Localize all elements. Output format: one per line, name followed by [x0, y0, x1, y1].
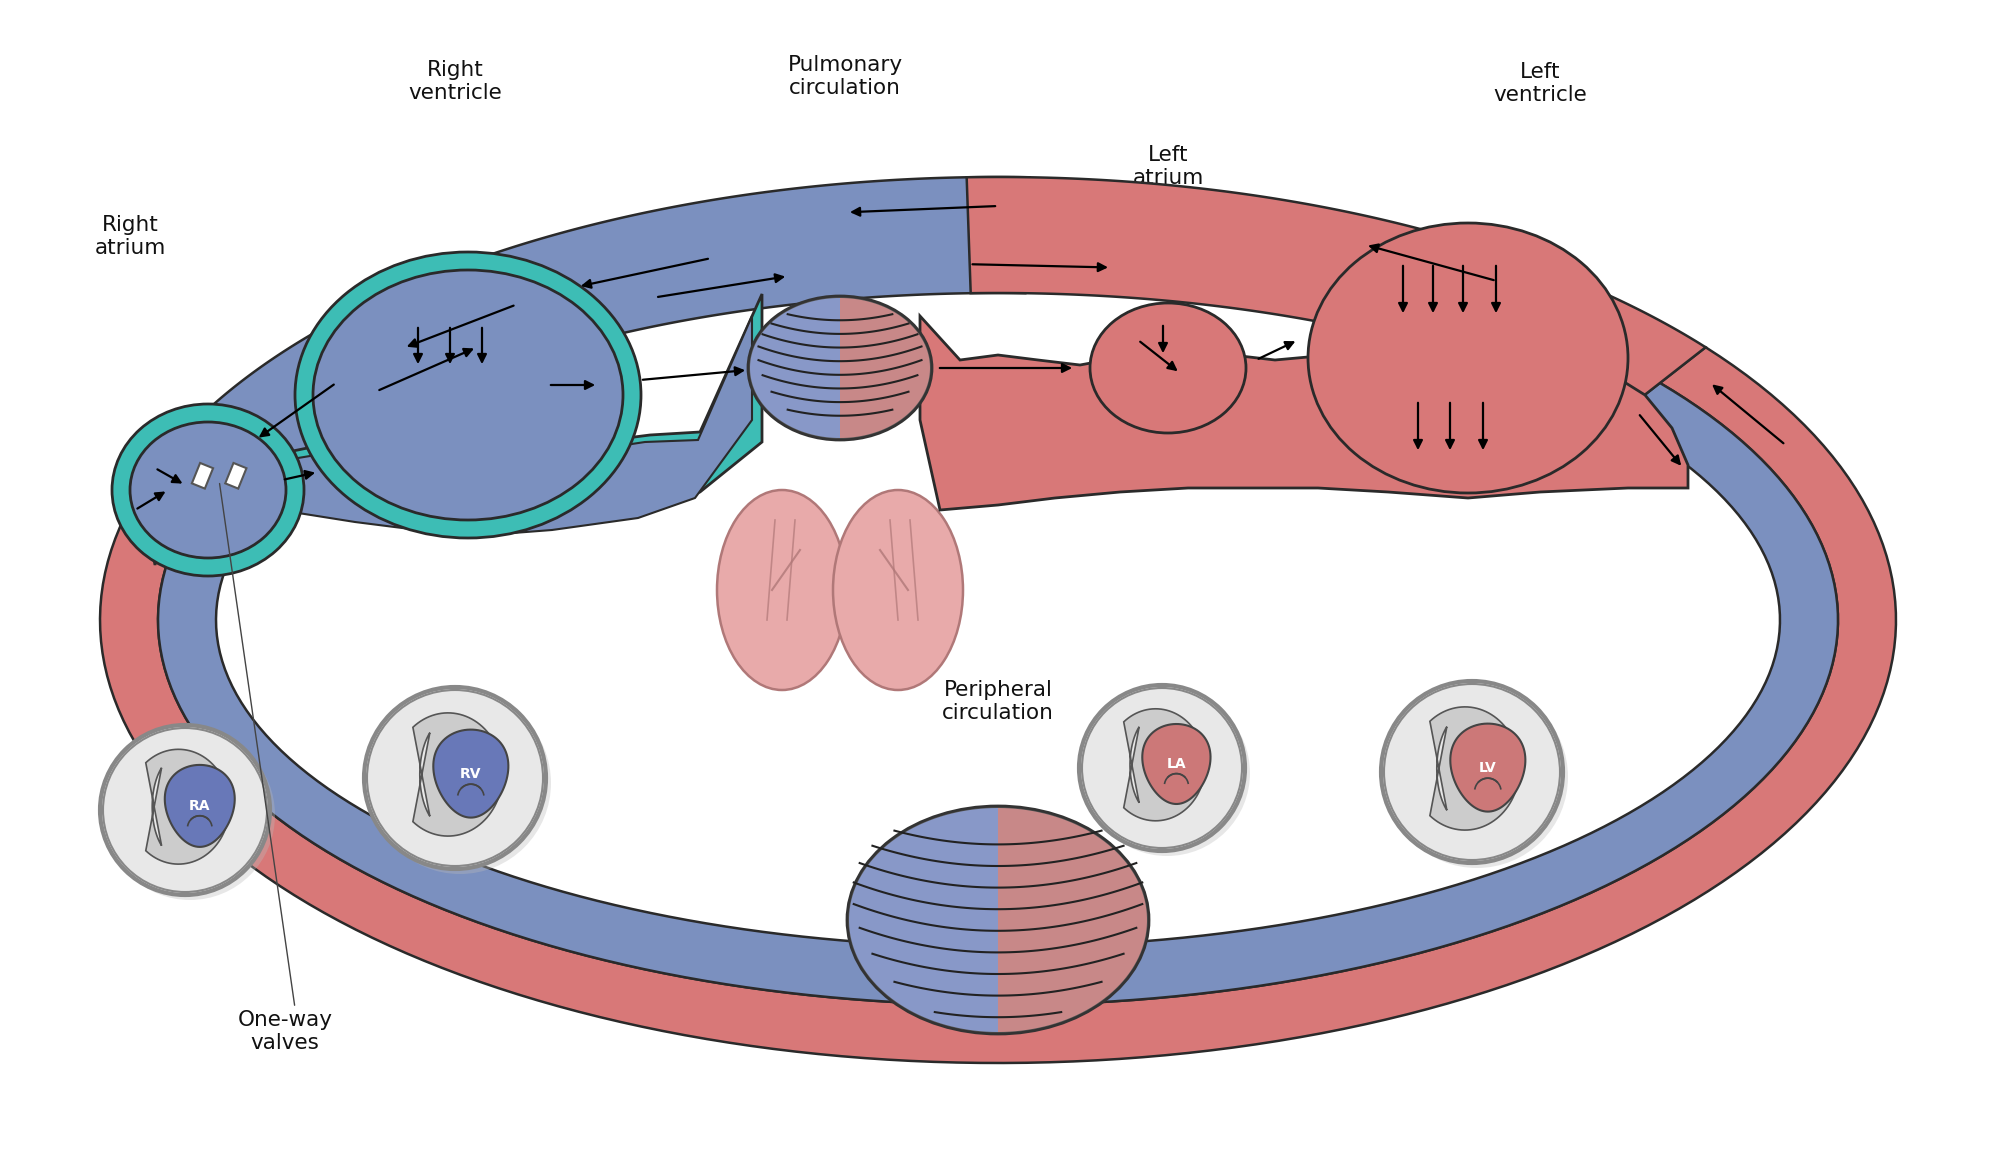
Ellipse shape [363, 687, 545, 869]
Ellipse shape [1308, 223, 1628, 493]
Polygon shape [226, 463, 246, 488]
Polygon shape [166, 765, 236, 847]
Text: Left
atrium: Left atrium [1132, 144, 1204, 189]
Polygon shape [413, 713, 503, 836]
Polygon shape [100, 347, 1895, 1062]
Polygon shape [158, 383, 1837, 1005]
Polygon shape [751, 298, 841, 438]
Ellipse shape [833, 490, 963, 690]
Polygon shape [921, 316, 1687, 510]
Ellipse shape [749, 296, 933, 440]
Ellipse shape [104, 728, 268, 892]
Polygon shape [1450, 723, 1526, 812]
Text: LV: LV [1480, 761, 1496, 775]
Text: Pulmonary
circulation: Pulmonary circulation [787, 55, 903, 98]
Text: Peripheral
circulation: Peripheral circulation [943, 680, 1054, 723]
Polygon shape [168, 316, 753, 562]
Text: One-way
valves: One-way valves [238, 1010, 332, 1053]
Ellipse shape [1090, 303, 1246, 433]
Text: LA: LA [1166, 757, 1186, 771]
Ellipse shape [1386, 686, 1568, 868]
Polygon shape [841, 298, 931, 438]
Polygon shape [192, 463, 214, 488]
Ellipse shape [1084, 690, 1250, 856]
Ellipse shape [717, 490, 847, 690]
Text: Left
ventricle: Left ventricle [1494, 62, 1588, 105]
Text: Right
ventricle: Right ventricle [407, 61, 501, 104]
Polygon shape [433, 729, 509, 818]
Polygon shape [148, 294, 763, 565]
Ellipse shape [130, 422, 286, 558]
Ellipse shape [100, 725, 270, 895]
Polygon shape [140, 177, 1028, 524]
Ellipse shape [314, 270, 623, 520]
Polygon shape [849, 809, 998, 1032]
Polygon shape [1142, 723, 1210, 804]
Polygon shape [967, 177, 1705, 418]
Ellipse shape [1082, 689, 1242, 848]
Ellipse shape [847, 806, 1148, 1035]
Ellipse shape [1384, 684, 1560, 860]
Polygon shape [998, 809, 1146, 1032]
Ellipse shape [1382, 682, 1564, 863]
Ellipse shape [367, 690, 543, 866]
Ellipse shape [296, 252, 641, 538]
Polygon shape [146, 749, 230, 864]
Polygon shape [1430, 707, 1520, 831]
Ellipse shape [1078, 685, 1244, 850]
Text: RA: RA [190, 799, 210, 813]
Ellipse shape [369, 692, 551, 874]
Text: Right
atrium: Right atrium [94, 216, 166, 259]
Text: RV: RV [459, 767, 481, 781]
Polygon shape [1124, 708, 1204, 821]
Ellipse shape [106, 730, 276, 901]
Ellipse shape [112, 404, 304, 576]
